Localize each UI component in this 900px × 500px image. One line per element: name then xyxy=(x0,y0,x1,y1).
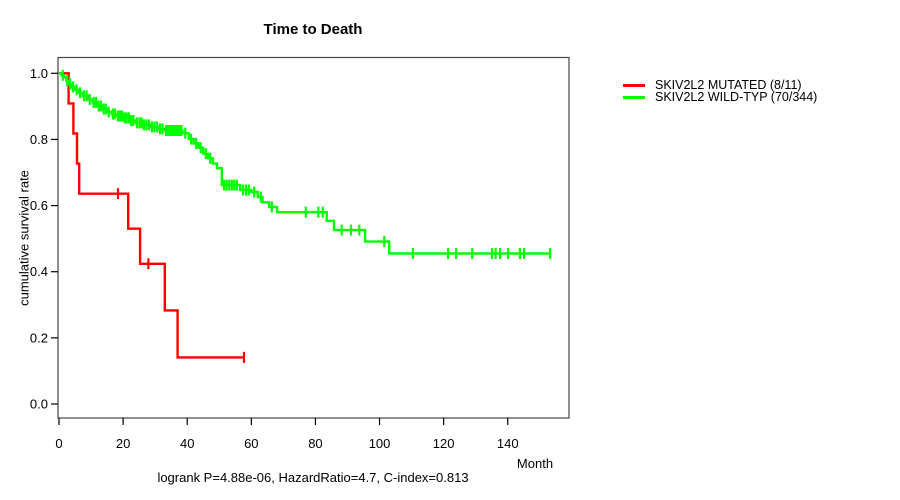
legend-item-wildtype: SKIV2L2 WILD-TYP (70/344) xyxy=(623,89,818,104)
chart-title: Time to Death xyxy=(263,21,363,38)
x-tick-label: 60 xyxy=(244,436,258,451)
x-tick-label: 140 xyxy=(497,436,519,451)
y-tick-label: 0.0 xyxy=(30,397,48,412)
y-tick-label: 0.4 xyxy=(30,264,48,279)
legend: SKIV2L2 MUTATED (8/11) SKIV2L2 WILD-TYP … xyxy=(623,78,818,104)
axes-layer: 0 20 40 60 80 100 120 140 0.0 0.2 0.4 0.6 0.8 1.0 xyxy=(30,56,570,451)
series-layer xyxy=(59,69,552,363)
legend-label-wildtype: SKIV2L2 WILD-TYP (70/344) xyxy=(655,89,818,104)
legend-item-mutated: SKIV2L2 MUTATED (8/11) xyxy=(623,78,817,92)
x-tick-label: 120 xyxy=(433,436,455,451)
survival-curve xyxy=(59,72,551,255)
stats-annotation: logrank P=4.88e-06, HazardRatio=4.7, C-i… xyxy=(157,470,469,485)
series-wildtype xyxy=(59,69,552,259)
legend-label-mutated: SKIV2L2 MUTATED (8/11) xyxy=(655,78,802,92)
y-tick-label: 0.6 xyxy=(30,198,48,213)
y-tick-label: 0.8 xyxy=(30,132,48,147)
y-tick-label: 1.0 xyxy=(30,66,48,81)
legend-line-mutated-icon xyxy=(623,84,645,88)
survival-curve xyxy=(59,72,244,359)
x-tick-label: 80 xyxy=(308,436,322,451)
x-tick-label: 40 xyxy=(180,436,194,451)
x-tick-label: 100 xyxy=(369,436,391,451)
y-axis-title: cumulative survival rate xyxy=(16,170,32,306)
plot-box xyxy=(57,56,570,419)
legend-line-wildtype-icon xyxy=(623,95,645,99)
series-mutated xyxy=(59,72,246,363)
x-tick-label: 20 xyxy=(116,436,130,451)
x-axis-title: Month xyxy=(516,456,554,471)
y-tick-label: 0.2 xyxy=(30,330,48,345)
x-tick-label: 0 xyxy=(55,436,62,451)
